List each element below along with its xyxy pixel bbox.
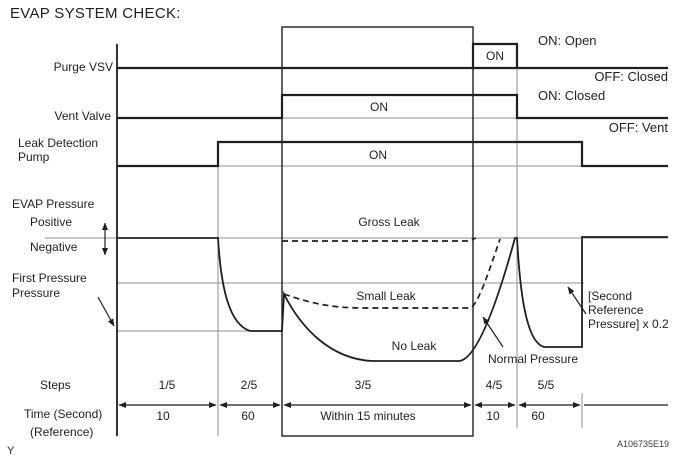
purge-legend-on: ON: Open [538,33,597,48]
positive-label: Positive [30,215,73,229]
first-pressure-pointer-arrow [97,296,115,327]
time-value-3: Within 15 minutes [320,409,416,423]
second-reference-label-line1: [Second [588,289,633,303]
step-value-4: 4/5 [485,378,503,392]
second-reference-label-line3: Pressure] x 0.2 [588,317,669,331]
step-value-1: 1/5 [158,378,176,392]
vent-valve-on-label: ON [370,100,388,114]
gross-leak-pressure-curve [282,237,477,242]
vent-legend-off: OFF: Vent [608,120,668,135]
page-title: EVAP SYSTEM CHECK: [10,5,181,22]
first-pressure-label-line2: Pressure [12,286,61,300]
gross-leak-label: Gross Leak [358,215,420,229]
normal-pressure-pointer-arrow [482,316,504,348]
second-reference-label-line2: Reference [588,303,644,317]
time-row-label-line2: (Reference) [30,425,94,439]
vent-legend-on: ON: Closed [538,88,606,103]
negative-label: Negative [30,240,78,254]
normal-pressure-label: Normal Pressure [488,352,579,366]
purge-vsv-on-pulse [471,42,519,68]
first-pressure-label-line1: First Pressure [12,271,87,285]
evap-pressure-label: EVAP Pressure [12,197,95,211]
time-value-4: 10 [486,409,500,423]
purge-legend-off: OFF: Closed [594,69,668,84]
steps-row-label: Steps [40,378,71,392]
time-value-5: 60 [531,409,545,423]
step-value-3: 3/5 [354,378,372,392]
step-value-2: 2/5 [240,378,258,392]
time-row-label-line1: Time (Second) [24,407,103,421]
step3-outline-box [281,26,474,437]
step-value-5: 5/5 [537,378,555,392]
leak-pump-label-line1: Leak Detection [18,136,99,150]
corner-mark: Y [7,445,15,457]
time-value-1: 10 [156,409,170,423]
no-leak-label: No Leak [391,339,437,353]
vent-valve-trace [117,93,668,120]
figure-code: A106735E19 [617,439,670,449]
time-value-2: 60 [241,409,255,423]
purge-vsv-label: Purge VSV [53,60,113,74]
vent-valve-label: Vent Valve [54,109,111,123]
no-leak-pressure-curve [117,236,668,362]
leak-pump-label-line2: Pump [18,150,50,164]
leak-pump-trace [117,140,668,168]
small-leak-pressure-curve [283,238,501,309]
small-leak-label: Small Leak [356,289,416,303]
leak-pump-on-label: ON [369,148,387,162]
second-reference-pointer-arrow [567,286,587,315]
purge-pulse-on-label: ON [486,49,504,63]
